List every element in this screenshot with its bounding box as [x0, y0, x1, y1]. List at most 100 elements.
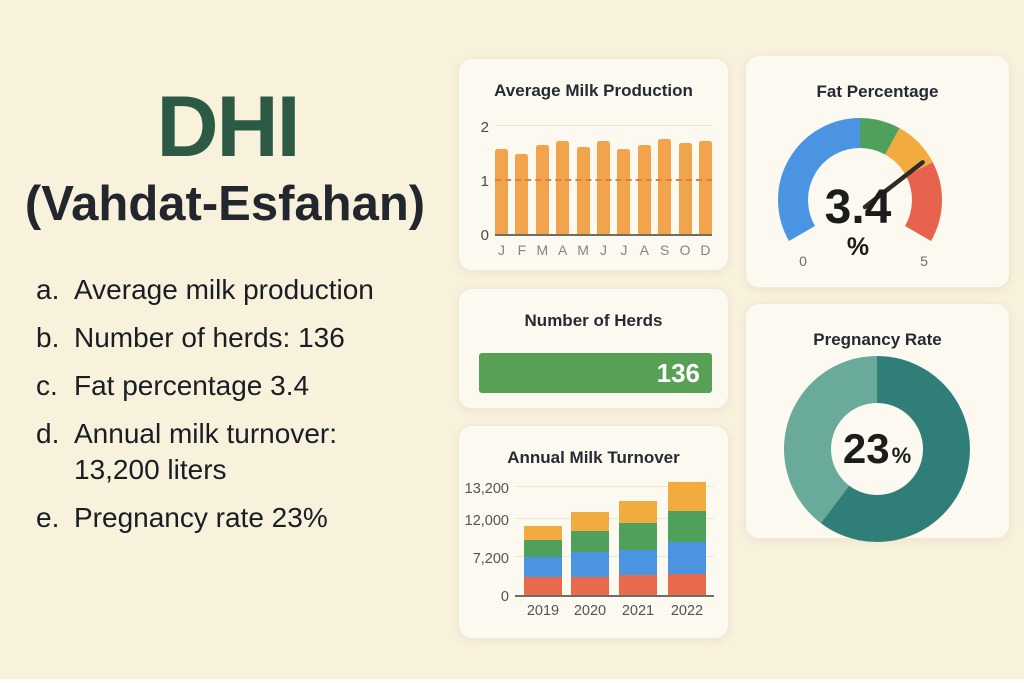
herds-value: 136 — [656, 357, 700, 388]
card-title: Annual Milk Turnover — [507, 448, 680, 467]
bar-month-4 — [556, 141, 570, 234]
page-subtitle: (Vahdat-Esfahan) — [24, 177, 426, 231]
list-text: Annual milk turnover: 13,200 liters — [74, 418, 338, 485]
gauge-needle — [862, 160, 925, 210]
list-marker: b. — [36, 322, 60, 353]
bar-month-9 — [658, 139, 672, 234]
segment-green — [668, 511, 706, 542]
gridline — [495, 125, 712, 126]
segment-orange — [619, 501, 657, 523]
card-pregnancy-rate: Pregnancy Rate 23 % — [745, 303, 1010, 542]
month-label: J — [498, 242, 505, 258]
monthly-bar-plot — [495, 125, 712, 236]
list-text: Fat percentage 3.4 — [74, 370, 310, 401]
list-item-e: e. Pregnancy rate 23% — [36, 500, 438, 536]
list-marker: d. — [36, 418, 60, 449]
summary-list: a. Average milk production b. Number of … — [36, 272, 438, 548]
gridline — [515, 486, 714, 487]
month-label: A — [558, 242, 568, 258]
month-label: S — [659, 242, 670, 258]
y-tick-label: 12,000 — [464, 513, 509, 529]
bar-month-5 — [576, 147, 590, 234]
month-label: D — [700, 242, 711, 258]
y-tick-label: 13,200 — [464, 481, 509, 497]
year-label: 2019 — [526, 603, 560, 619]
year-label: 2020 — [573, 603, 607, 619]
donut-label: 23 % — [784, 356, 970, 542]
card-title: Pregnancy Rate — [813, 330, 942, 349]
left-panel: DHI (Vahdat-Esfahan) a. Average milk pro… — [0, 0, 455, 683]
month-label: J — [620, 242, 628, 258]
card-annual-milk-turnover: Annual Milk Turnover 0 7,200 12,000 13,200 2… — [458, 425, 729, 639]
month-label: J — [599, 242, 607, 258]
gridline — [515, 556, 714, 557]
card-title: Average Milk Production — [494, 81, 693, 100]
gauge-max-label: 5 — [920, 253, 928, 269]
gauge-svg: 3.4% 0 5 — [778, 118, 942, 269]
bar-month-11 — [698, 141, 712, 234]
gauge-segment — [884, 128, 933, 177]
bar-month-2 — [515, 154, 529, 234]
gauge-value: 3.4 — [825, 181, 892, 234]
herds-kpi-bar: 136 — [479, 353, 712, 393]
list-item-d: d. Annual milk turnover: 13,200 liters — [36, 416, 438, 488]
gauge-segment — [778, 118, 861, 241]
segment-orange — [668, 482, 706, 511]
segment-red — [668, 574, 706, 595]
stacked-bar-2019 — [524, 526, 562, 595]
y-tick-label: 0 — [480, 227, 489, 244]
month-label: M — [577, 242, 589, 258]
segment-orange — [524, 526, 562, 540]
month-label: F — [517, 242, 527, 258]
page-title: DHI — [156, 79, 300, 175]
bar-month-8 — [637, 145, 651, 234]
segment-orange — [571, 512, 609, 531]
segment-red — [524, 577, 562, 595]
bottom-edge — [0, 679, 1024, 683]
card-number-of-herds: Number of Herds 136 — [458, 288, 729, 409]
list-text: Pregnancy rate 23% — [74, 502, 328, 533]
bar-month-7 — [617, 149, 631, 234]
list-marker: a. — [36, 274, 60, 305]
month-label: A — [639, 242, 649, 258]
segment-green — [619, 523, 657, 550]
bar-month-1 — [495, 149, 508, 234]
donut-hole — [831, 403, 923, 495]
monthly-bars — [495, 125, 712, 234]
gauge-segment — [904, 162, 942, 241]
y-tick-label: 7,200 — [472, 551, 509, 567]
list-item-c: c. Fat percentage 3.4 — [36, 368, 438, 404]
list-item-b: b. Number of herds: 136 — [36, 320, 438, 356]
bar-month-10 — [678, 143, 692, 234]
reference-line — [495, 179, 712, 181]
y-tick-label: 0 — [500, 589, 509, 605]
year-label: 2021 — [621, 603, 655, 619]
segment-blue — [668, 542, 706, 574]
gridline — [515, 518, 714, 519]
donut-unit: % — [891, 443, 912, 468]
segment-red — [619, 575, 657, 595]
card-fat-percentage: Fat Percentage 3.4% 0 5 — [745, 55, 1010, 288]
card-title: Fat Percentage — [816, 82, 939, 101]
segment-green — [524, 540, 562, 557]
segment-blue — [571, 552, 609, 577]
list-text: Number of herds: 136 — [74, 322, 345, 353]
list-marker: c. — [36, 370, 58, 401]
card-title: Number of Herds — [524, 311, 663, 330]
month-label: M — [536, 242, 549, 258]
segment-blue — [524, 557, 562, 577]
list-item-a: a. Average milk production — [36, 272, 438, 308]
list-text: Average milk production — [74, 274, 374, 305]
stacked-bar-2021 — [619, 501, 657, 595]
year-label: 2022 — [670, 603, 704, 619]
y-tick-label: 2 — [480, 119, 489, 136]
gauge-unit: % — [847, 233, 869, 261]
stacked-bar-2020 — [571, 512, 609, 595]
gauge-min-label: 0 — [799, 253, 807, 269]
stacked-plot — [515, 482, 714, 597]
segment-blue — [619, 550, 657, 575]
donut-value: 23 — [842, 425, 890, 472]
